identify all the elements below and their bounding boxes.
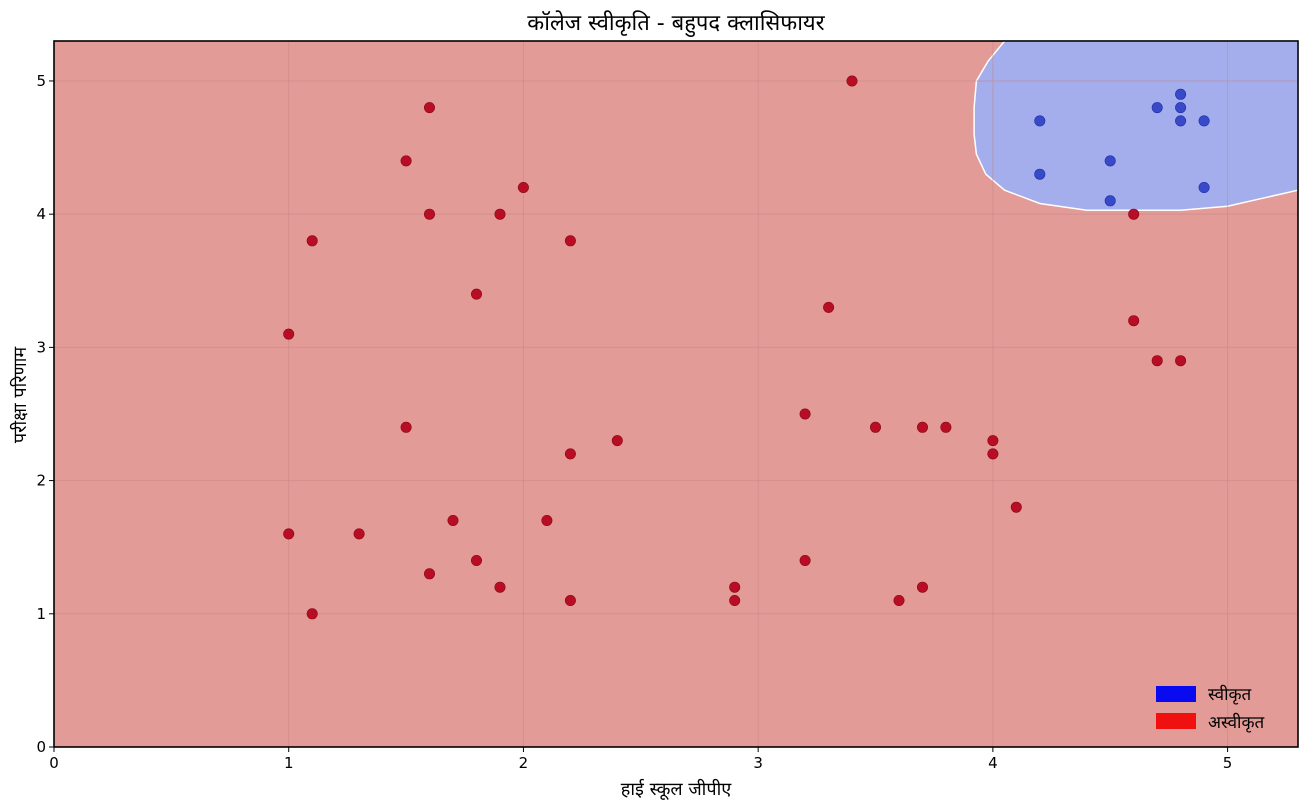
region-accepted xyxy=(973,40,1299,211)
y-tick-label: 1 xyxy=(36,605,46,623)
point-accepted xyxy=(1151,102,1163,114)
legend: स्वीकृत अस्वीकृत xyxy=(1156,684,1265,733)
point-rejected xyxy=(423,568,435,580)
point-rejected xyxy=(283,528,295,540)
point-rejected xyxy=(541,514,553,526)
point-rejected xyxy=(729,581,741,593)
point-rejected xyxy=(846,75,858,87)
point-rejected xyxy=(517,182,529,194)
point-rejected xyxy=(799,408,811,420)
x-tick-label: 4 xyxy=(988,754,998,772)
y-axis-label: परीक्षा परिणाम xyxy=(9,346,31,443)
point-rejected xyxy=(423,102,435,114)
x-axis-label: हाई स्कूल जीपीए xyxy=(621,778,732,800)
data-points xyxy=(283,75,1210,620)
point-rejected xyxy=(1128,315,1140,327)
y-tick-label: 3 xyxy=(36,338,46,356)
point-rejected xyxy=(400,155,412,167)
point-accepted xyxy=(1175,115,1187,127)
point-rejected xyxy=(494,208,506,220)
point-rejected xyxy=(940,421,952,433)
point-rejected xyxy=(823,301,835,313)
legend-swatch-accepted xyxy=(1156,686,1196,702)
point-accepted xyxy=(1198,115,1210,127)
point-rejected xyxy=(353,528,365,540)
point-rejected xyxy=(564,448,576,460)
point-rejected xyxy=(283,328,295,340)
x-tick-label: 5 xyxy=(1223,754,1233,772)
point-rejected xyxy=(893,594,905,606)
point-rejected xyxy=(306,608,318,620)
point-rejected xyxy=(1128,208,1140,220)
point-rejected xyxy=(564,235,576,247)
point-accepted xyxy=(1104,195,1116,207)
chart-title: कॉलेज स्वीकृति - बहुपद क्लासिफायर xyxy=(527,10,825,37)
point-rejected xyxy=(611,435,623,447)
point-accepted xyxy=(1175,88,1187,100)
point-rejected xyxy=(916,581,928,593)
point-accepted xyxy=(1175,102,1187,114)
point-rejected xyxy=(1151,355,1163,367)
point-rejected xyxy=(729,594,741,606)
point-rejected xyxy=(423,208,435,220)
axes-frame xyxy=(53,40,1299,748)
x-tick-label: 2 xyxy=(519,754,529,772)
y-tick-label: 5 xyxy=(36,72,46,90)
point-rejected xyxy=(1010,501,1022,513)
point-rejected xyxy=(869,421,881,433)
point-accepted xyxy=(1104,155,1116,167)
point-rejected xyxy=(470,554,482,566)
point-rejected xyxy=(494,581,506,593)
point-accepted xyxy=(1198,182,1210,194)
axes: 0 1 2 3 4 5 0 1 2 3 4 5 xyxy=(36,40,1299,772)
point-accepted xyxy=(1034,168,1046,180)
legend-label-accepted: स्वीकृत xyxy=(1208,684,1252,705)
y-tick-label: 4 xyxy=(36,205,46,223)
legend-label-rejected: अस्वीकृत xyxy=(1208,712,1265,733)
point-accepted xyxy=(1034,115,1046,127)
plot-area xyxy=(54,40,1299,747)
x-tick-label: 1 xyxy=(284,754,294,772)
y-tick-label: 2 xyxy=(36,472,46,490)
point-rejected xyxy=(987,448,999,460)
point-rejected xyxy=(564,594,576,606)
point-rejected xyxy=(447,514,459,526)
y-tick-label: 0 xyxy=(36,738,46,756)
point-rejected xyxy=(470,288,482,300)
x-tick-label: 0 xyxy=(49,754,59,772)
point-rejected xyxy=(916,421,928,433)
x-tick-label: 3 xyxy=(753,754,763,772)
point-rejected xyxy=(799,554,811,566)
point-rejected xyxy=(987,435,999,447)
point-rejected xyxy=(400,421,412,433)
legend-swatch-rejected xyxy=(1156,713,1196,729)
point-rejected xyxy=(306,235,318,247)
point-rejected xyxy=(1175,355,1187,367)
